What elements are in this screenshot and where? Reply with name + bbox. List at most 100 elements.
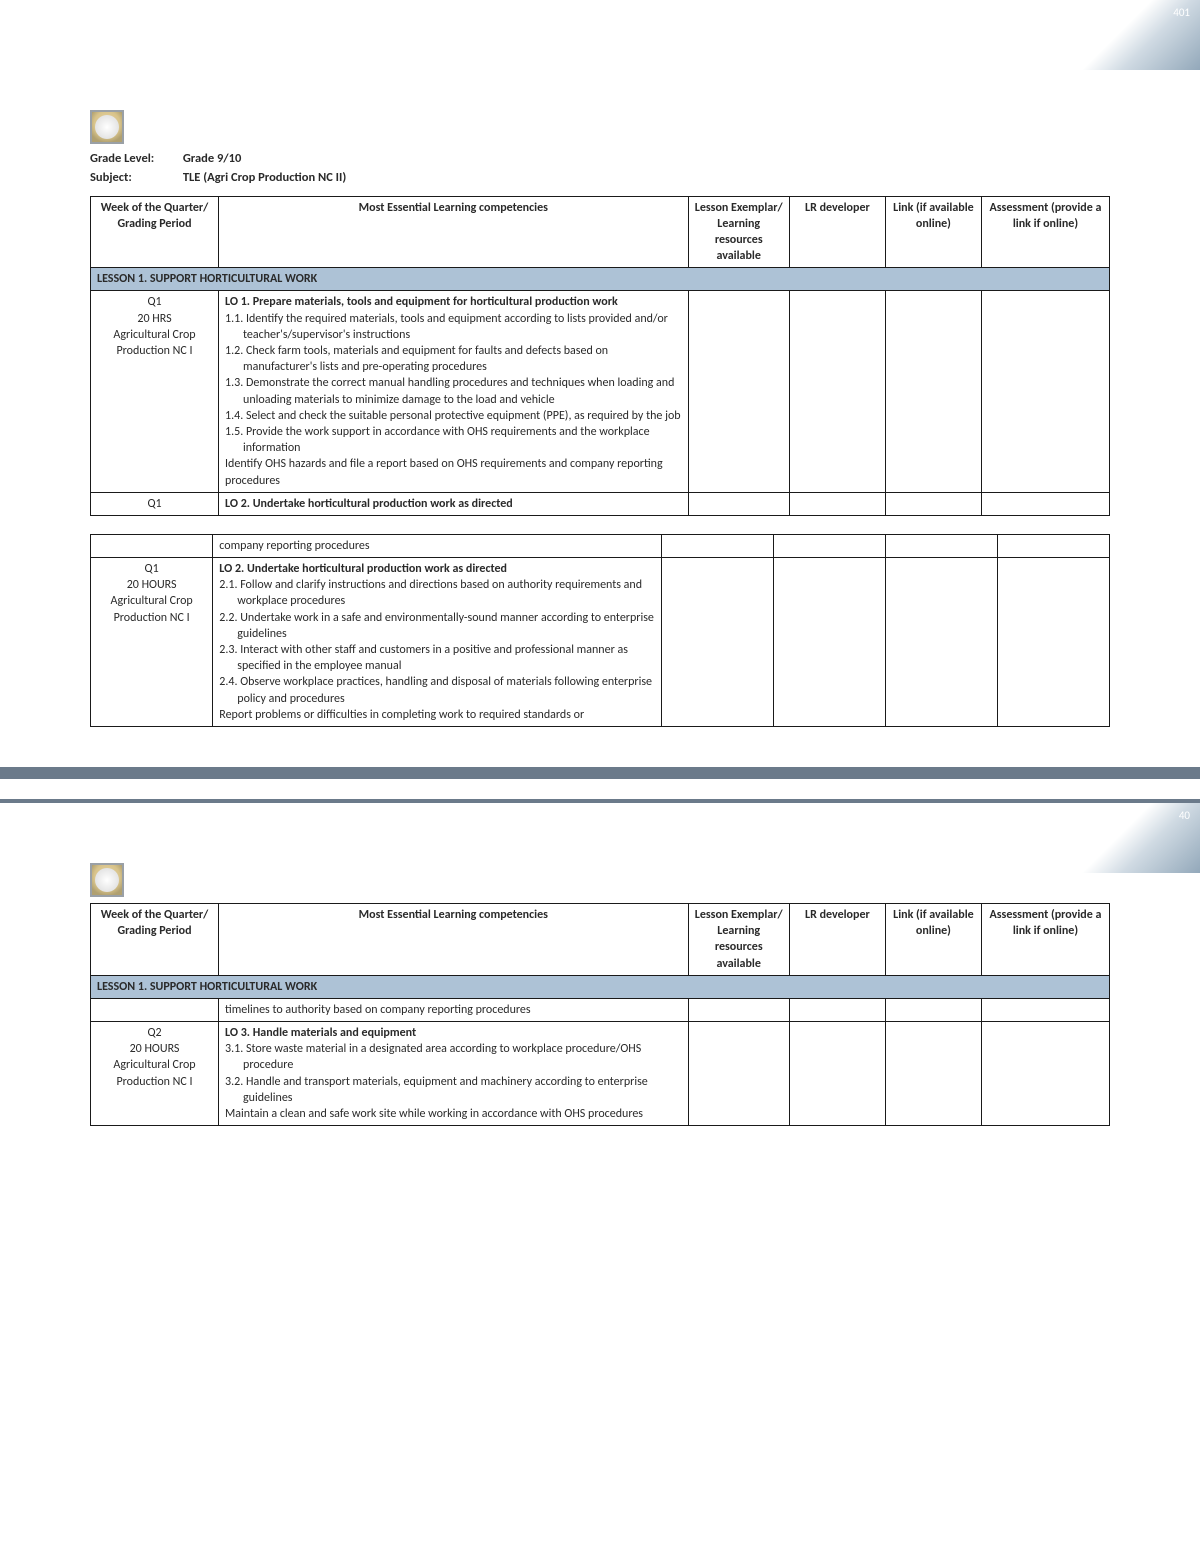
header-meta: Grade Level: Grade 9/10 Subject: TLE (Ag… bbox=[90, 150, 1110, 188]
th-week: Week of the Quarter/ Grading Period bbox=[91, 196, 219, 268]
cell-week: Q1 20 HRS Agricultural Crop Production N… bbox=[91, 291, 219, 492]
cell-competencies: LO 1. Prepare materials, tools and equip… bbox=[219, 291, 689, 492]
lo2-24: 2.4. Observe workplace practices, handli… bbox=[219, 674, 654, 706]
table-row: timelines to authority based on company … bbox=[91, 998, 1110, 1021]
page-2: 40 Week of the Quarter/ Grading Period M… bbox=[0, 799, 1200, 1146]
lo1-14: 1.4. Select and check the suitable perso… bbox=[225, 408, 682, 424]
curriculum-table-page2: Week of the Quarter/ Grading Period Most… bbox=[90, 903, 1110, 1126]
th-developer: LR developer bbox=[789, 903, 885, 975]
grade-level-label: Grade Level: bbox=[90, 150, 180, 169]
page-number-corner: 40 bbox=[1060, 803, 1200, 883]
lesson-row: LESSON 1. SUPPORT HORTICULTURAL WORK bbox=[91, 268, 1110, 291]
table-row: Q2 20 HOURS Agricultural Crop Production… bbox=[91, 1022, 1110, 1126]
deped-logo bbox=[90, 863, 124, 897]
lesson-row: LESSON 1. SUPPORT HORTICULTURAL WORK bbox=[91, 975, 1110, 998]
th-resources: Lesson Exemplar/ Learning resources avai… bbox=[688, 903, 789, 975]
page-1: 401 Grade Level: Grade 9/10 Subject: TLE… bbox=[0, 0, 1200, 767]
table-header-row: Week of the Quarter/ Grading Period Most… bbox=[91, 903, 1110, 975]
th-resources: Lesson Exemplar/ Learning resources avai… bbox=[688, 196, 789, 268]
table-row: company reporting procedures bbox=[91, 534, 1110, 557]
cell-resources bbox=[688, 998, 789, 1021]
cell-blank bbox=[885, 534, 997, 557]
lo1-15: 1.5. Provide the work support in accorda… bbox=[225, 424, 682, 456]
week-q: Q1 bbox=[147, 295, 161, 309]
cell-week bbox=[91, 998, 219, 1021]
lesson-title: LESSON 1. SUPPORT HORTICULTURAL WORK bbox=[91, 975, 1110, 998]
page-number: 401 bbox=[1173, 6, 1190, 19]
cell-blank bbox=[885, 558, 997, 727]
th-week: Week of the Quarter/ Grading Period bbox=[91, 903, 219, 975]
cell-competencies: company reporting procedures bbox=[213, 534, 661, 557]
cell-developer bbox=[789, 492, 885, 515]
page-number-corner: 401 bbox=[1060, 0, 1200, 80]
lo2-21: 2.1. Follow and clarify instructions and… bbox=[219, 577, 654, 609]
page-number: 40 bbox=[1179, 809, 1190, 822]
cell-week bbox=[91, 534, 213, 557]
page-separator bbox=[0, 767, 1200, 779]
lo1-11: 1.1. Identify the required materials, to… bbox=[225, 311, 682, 343]
curriculum-table: Week of the Quarter/ Grading Period Most… bbox=[90, 196, 1110, 516]
lo1-12: 1.2. Check farm tools, materials and equ… bbox=[225, 343, 682, 375]
cell-assessment bbox=[981, 998, 1109, 1021]
lo1: LO 1. Prepare materials, tools and equip… bbox=[225, 295, 618, 309]
th-developer: LR developer bbox=[789, 196, 885, 268]
th-competencies: Most Essential Learning competencies bbox=[219, 196, 689, 268]
cell-developer bbox=[789, 291, 885, 492]
cell-competencies: timelines to authority based on company … bbox=[219, 998, 689, 1021]
lo2: LO 2. Undertake horticultural production… bbox=[225, 497, 513, 511]
th-assessment: Assessment (provide a link if online) bbox=[981, 903, 1109, 975]
cell-assessment bbox=[981, 291, 1109, 492]
deped-logo bbox=[90, 110, 124, 144]
week-sub: Agricultural Crop Production NC I bbox=[113, 1058, 195, 1088]
cell-link bbox=[885, 492, 981, 515]
th-competencies: Most Essential Learning competencies bbox=[219, 903, 689, 975]
lesson-title: LESSON 1. SUPPORT HORTICULTURAL WORK bbox=[91, 268, 1110, 291]
week-hours: 20 HOURS bbox=[130, 1042, 180, 1056]
lo2: LO 2. Undertake horticultural production… bbox=[219, 562, 507, 576]
lo3-31: 3.1. Store waste material in a designate… bbox=[225, 1041, 682, 1073]
cell-blank bbox=[773, 558, 885, 727]
week-q: Q1 bbox=[145, 562, 159, 576]
th-link: Link (if available online) bbox=[885, 196, 981, 268]
lo2-22: 2.2. Undertake work in a safe and enviro… bbox=[219, 610, 654, 642]
cell-week: Q2 20 HOURS Agricultural Crop Production… bbox=[91, 1022, 219, 1126]
grade-level-value: Grade 9/10 bbox=[183, 151, 242, 166]
cell-competencies: LO 3. Handle materials and equipment 3.1… bbox=[219, 1022, 689, 1126]
table-row: Q1 20 HOURS Agricultural Crop Production… bbox=[91, 558, 1110, 727]
cell-blank bbox=[773, 534, 885, 557]
cell-link bbox=[885, 291, 981, 492]
lo3-extra: Maintain a clean and safe work site whil… bbox=[225, 1107, 643, 1121]
lo3: LO 3. Handle materials and equipment bbox=[225, 1026, 416, 1040]
cell-competencies: LO 2. Undertake horticultural production… bbox=[213, 558, 661, 727]
th-link: Link (if available online) bbox=[885, 903, 981, 975]
cell-resources bbox=[688, 1022, 789, 1126]
lo1-13: 1.3. Demonstrate the correct manual hand… bbox=[225, 375, 682, 407]
cell-resources bbox=[688, 492, 789, 515]
cell-blank bbox=[661, 534, 773, 557]
cell-assessment bbox=[981, 1022, 1109, 1126]
table-row: Q1 20 HRS Agricultural Crop Production N… bbox=[91, 291, 1110, 492]
cell-resources bbox=[688, 291, 789, 492]
cell-week: Q1 bbox=[91, 492, 219, 515]
lo2-extra: Report problems or difficulties in compl… bbox=[219, 708, 584, 722]
cell-blank bbox=[997, 534, 1109, 557]
cell-developer bbox=[789, 998, 885, 1021]
week-hours: 20 HOURS bbox=[127, 578, 177, 592]
curriculum-table-split: company reporting procedures Q1 20 HOURS… bbox=[90, 534, 1110, 727]
subject-label: Subject: bbox=[90, 169, 180, 188]
cell-blank bbox=[997, 558, 1109, 727]
lo1-extra: Identify OHS hazards and file a report b… bbox=[225, 457, 663, 487]
week-q: Q2 bbox=[147, 1026, 161, 1040]
cell-assessment bbox=[981, 492, 1109, 515]
week-hours: 20 HRS bbox=[137, 312, 171, 326]
cell-link bbox=[885, 1022, 981, 1126]
cell-developer bbox=[789, 1022, 885, 1126]
lo3-32: 3.2. Handle and transport materials, equ… bbox=[225, 1074, 682, 1106]
th-assessment: Assessment (provide a link if online) bbox=[981, 196, 1109, 268]
week-sub: Agricultural Crop Production NC I bbox=[113, 328, 195, 358]
lo2-23: 2.3. Interact with other staff and custo… bbox=[219, 642, 654, 674]
subject-value: TLE (Agri Crop Production NC II) bbox=[183, 170, 346, 185]
cell-competencies: LO 2. Undertake horticultural production… bbox=[219, 492, 689, 515]
cell-link bbox=[885, 998, 981, 1021]
week-sub: Agricultural Crop Production NC I bbox=[111, 594, 193, 624]
